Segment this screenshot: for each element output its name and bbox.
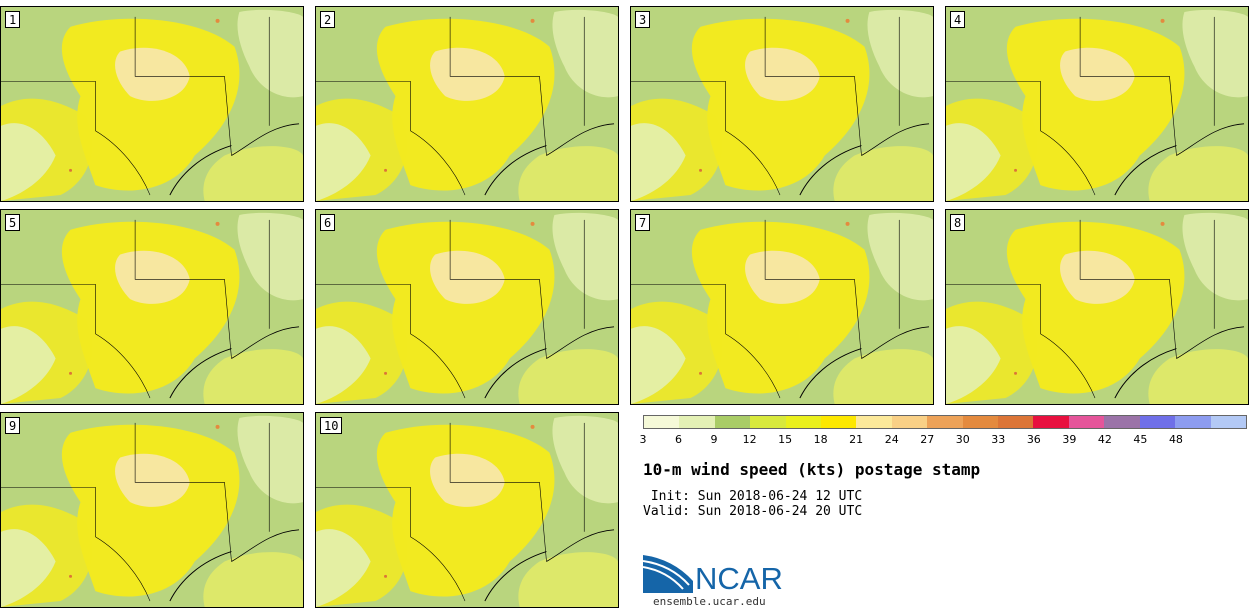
member-number: 2 (320, 11, 336, 28)
member-panel: 7 (630, 209, 934, 405)
colorbar-segment (962, 416, 999, 428)
valid-time: Valid: Sun 2018-06-24 20 UTC (643, 504, 862, 519)
colorbar-segment (1033, 416, 1069, 428)
member-panel: 3 (630, 6, 934, 202)
wind-speed-map (631, 210, 933, 404)
wind-speed-map (946, 7, 1248, 201)
member-number: 5 (5, 214, 21, 231)
colorbar-tick-label: 30 (955, 433, 970, 446)
colorbar-tick-label: 27 (920, 433, 935, 446)
wind-speed-map (946, 210, 1248, 404)
wind-speed-map (631, 7, 933, 201)
colorbar-tick-label: 36 (1026, 433, 1041, 446)
colorbar-segment (998, 416, 1034, 428)
init-value: Sun 2018-06-24 12 UTC (697, 489, 863, 504)
colorbar-tick-label: 24 (884, 433, 899, 446)
colorbar-tick-label: 15 (778, 433, 793, 446)
colorbar-ticks: 3 6 9 12 15 18 21 24 27 30 33 36 39 42 45 48 (639, 433, 1247, 447)
colorbar-segment (1068, 416, 1105, 428)
figure-title: 10-m wind speed (kts) postage stamp (643, 460, 981, 479)
init-time: Init: Sun 2018-06-24 12 UTC (643, 489, 862, 504)
colorbar-segment (785, 416, 822, 428)
colorbar-segment (856, 416, 892, 428)
member-panel: 2 (315, 6, 619, 202)
colorbar-tick-label: 39 (1062, 433, 1077, 446)
member-panel: 8 (945, 209, 1249, 405)
colorbar-tick-label: 48 (1168, 433, 1183, 446)
member-panel: 6 (315, 209, 619, 405)
member-number: 6 (320, 214, 336, 231)
init-label: Init: (643, 489, 690, 504)
colorbar (643, 415, 1247, 429)
colorbar-segment (644, 416, 680, 428)
wind-speed-map (316, 210, 618, 404)
colorbar-segment (821, 416, 857, 428)
site-url: ensemble.ucar.edu (653, 595, 766, 608)
colorbar-tick-label: 21 (849, 433, 864, 446)
member-panel: 1 (0, 6, 304, 202)
member-number: 8 (950, 214, 966, 231)
member-number: 3 (635, 11, 651, 28)
wind-speed-map (1, 210, 303, 404)
member-panel: 5 (0, 209, 304, 405)
colorbar-tick-label: 42 (1097, 433, 1112, 446)
colorbar-segment (750, 416, 786, 428)
valid-value: Sun 2018-06-24 20 UTC (697, 504, 863, 519)
colorbar-tick-label: 3 (639, 433, 647, 446)
member-panel: 4 (945, 6, 1249, 202)
member-number: 7 (635, 214, 651, 231)
colorbar-segment (891, 416, 928, 428)
colorbar-tick-label: 18 (813, 433, 828, 446)
member-number: 10 (320, 417, 343, 434)
colorbar-segment (1210, 416, 1246, 428)
member-number: 9 (5, 417, 21, 434)
colorbar-tick-label: 33 (991, 433, 1006, 446)
valid-label: Valid: (643, 504, 690, 519)
colorbar-segment (1139, 416, 1176, 428)
colorbar-segment (679, 416, 715, 428)
ncar-logo-text: NCAR (695, 561, 783, 596)
member-panel: 10 (315, 412, 619, 608)
colorbar-segment (1175, 416, 1211, 428)
member-number: 4 (950, 11, 966, 28)
wind-speed-map (1, 413, 303, 607)
member-panel: 9 (0, 412, 304, 608)
wind-speed-map (316, 7, 618, 201)
wind-speed-map (1, 7, 303, 201)
colorbar-segment (714, 416, 751, 428)
member-number: 1 (5, 11, 21, 28)
colorbar-segment (1104, 416, 1140, 428)
colorbar-tick-label: 9 (710, 433, 718, 446)
colorbar-tick-label: 12 (742, 433, 757, 446)
ncar-logo-graphic: NCAR (642, 553, 783, 596)
colorbar-tick-label: 45 (1133, 433, 1148, 446)
colorbar-segment (927, 416, 963, 428)
colorbar-tick-label: 6 (675, 433, 683, 446)
ncar-logo: NCAR (642, 553, 793, 597)
wind-speed-map (316, 413, 618, 607)
